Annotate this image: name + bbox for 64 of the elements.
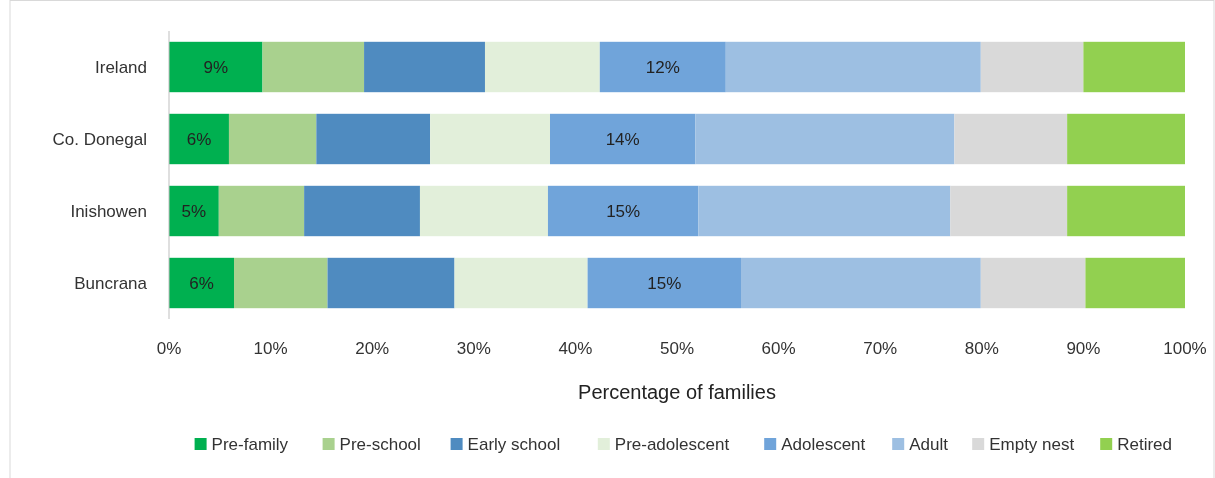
data-label: 12% [645, 57, 680, 77]
bar [725, 41, 981, 93]
legend-label: Retired [1117, 434, 1173, 454]
bar [454, 257, 588, 309]
bar [550, 113, 696, 165]
bar [169, 113, 229, 165]
x-tick-label: 30% [456, 338, 491, 358]
x-tick-label: 0% [156, 338, 182, 358]
x-tick-label: 40% [558, 338, 593, 358]
bar [950, 185, 1068, 237]
x-tick-label: 10% [253, 338, 288, 358]
bar [316, 113, 431, 165]
data-label: 9% [203, 57, 229, 77]
bar [980, 257, 1086, 309]
bar [304, 185, 420, 237]
bar [1083, 41, 1185, 93]
x-tick-label: 60% [761, 338, 796, 358]
x-tick-label: 100% [1163, 338, 1207, 358]
bar [547, 185, 699, 237]
bar [587, 257, 742, 309]
bar [234, 257, 328, 309]
x-tick-label: 90% [1066, 338, 1101, 358]
bar [169, 41, 263, 93]
bar [1067, 185, 1185, 237]
bar [218, 185, 305, 237]
y-tick-label: Ireland [95, 57, 147, 77]
bar [430, 113, 550, 165]
x-axis-title: Percentage of families [578, 381, 776, 403]
bar [1085, 257, 1185, 309]
legend-label: Pre-family [211, 434, 289, 454]
legend-label: Pre-adolescent [614, 434, 730, 454]
legend-label: Empty nest [989, 434, 1075, 454]
bar [599, 41, 726, 93]
y-tick-label: Inishowen [70, 201, 147, 221]
data-label: 15% [647, 273, 682, 293]
bar [484, 41, 600, 93]
legend-label: Early school [467, 434, 561, 454]
bar [364, 41, 485, 93]
legend-label: Adult [909, 434, 949, 454]
data-label: 14% [605, 129, 640, 149]
bar [169, 185, 219, 237]
bar [228, 113, 317, 165]
legend-label: Pre-school [339, 434, 421, 454]
bar [980, 41, 1084, 93]
bar [698, 185, 951, 237]
x-tick-label: 50% [659, 338, 695, 358]
data-label: 15% [606, 201, 641, 221]
data-label: 6% [189, 273, 214, 293]
bar [169, 257, 235, 309]
bar [1067, 113, 1185, 165]
bar [327, 257, 455, 309]
data-label: 6% [186, 129, 212, 149]
bar [741, 257, 981, 309]
bar [262, 41, 365, 93]
bar [419, 185, 548, 237]
x-tick-label: 20% [355, 338, 390, 358]
y-tick-label: Buncrana [74, 273, 148, 293]
bar [954, 113, 1068, 165]
legend-label: Adolescent [781, 434, 866, 454]
x-tick-label: 80% [964, 338, 999, 358]
data-label: 5% [181, 201, 207, 221]
bar [695, 113, 955, 165]
x-tick-label: 70% [863, 338, 898, 358]
y-tick-label: Co. Donegal [52, 129, 147, 149]
